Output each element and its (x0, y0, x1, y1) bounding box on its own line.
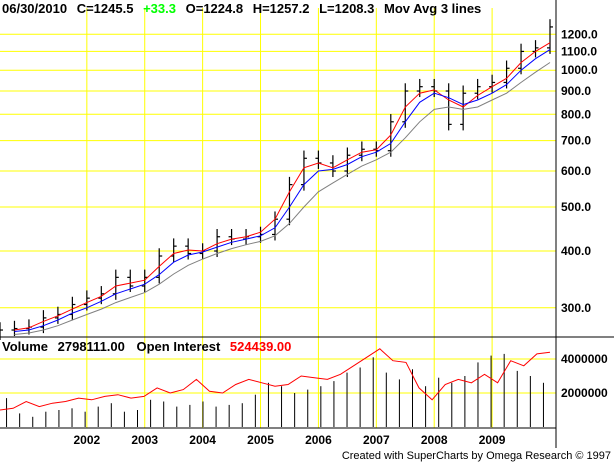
price-tick-label: 600.0 (561, 164, 591, 178)
price-tick-label: 1100.0 (561, 44, 597, 58)
header-change: +33.3 (143, 1, 176, 16)
header-study: Mov Avg 3 lines (384, 1, 481, 16)
volume-panel (0, 348, 551, 427)
price-tick-label: 1200.0 (561, 27, 598, 41)
year-tick-label: 2005 (247, 433, 274, 447)
price-tick-label: 300.0 (561, 301, 591, 315)
header-low: L=1208.3 (319, 1, 374, 16)
ma-fast-line (14, 42, 551, 331)
year-tick-label: 2002 (73, 433, 100, 447)
year-tick-label: 2009 (479, 433, 506, 447)
year-tick-label: 2003 (131, 433, 158, 447)
volume-header: Volume 2798111.00 Open Interest 524439.0… (2, 339, 291, 354)
year-tick-label: 2004 (189, 433, 216, 447)
price-tick-label: 400.0 (561, 244, 591, 258)
price-tick-label: 700.0 (561, 134, 591, 148)
header-close: C=1245.5 (77, 1, 134, 16)
price-tick-label: 1000.0 (561, 63, 598, 77)
volume-tick-label: 2000000 (561, 386, 608, 400)
header-line: 06/30/2010 C=1245.5 +33.3 O=1224.8 H=125… (2, 1, 481, 16)
volume-tick-label: 4000000 (561, 352, 608, 366)
price-axis-labels: 300.0 400.0 500.0 600.0 700.0 800.0 900.0 1000.… (561, 27, 598, 314)
time-axis-labels: 2002 2003 2004 2005 2006 2007 2008 2009 (73, 433, 505, 447)
volume-axis-labels: 2000000 4000000 (561, 352, 608, 400)
year-tick-label: 2007 (363, 433, 390, 447)
grid-lines (0, 8, 556, 428)
header-open: O=1224.8 (186, 1, 243, 16)
oi-value: 524439.00 (230, 339, 291, 354)
year-tick-label: 2006 (305, 433, 332, 447)
volume-label: Volume (2, 339, 48, 354)
open-interest-line (0, 348, 551, 411)
oi-label: Open Interest (137, 339, 221, 354)
price-tick-label: 900.0 (561, 84, 591, 98)
header-high: H=1257.2 (253, 1, 310, 16)
credit-text: Created with SuperCharts by Omega Resear… (342, 450, 611, 462)
ma-slow-line (14, 62, 551, 335)
header-date: 06/30/2010 (2, 1, 67, 16)
price-tick-label: 800.0 (561, 107, 591, 121)
price-panel (0, 19, 553, 341)
year-tick-label: 2008 (421, 433, 448, 447)
volume-value: 2798111.00 (58, 339, 125, 354)
ma-mid-line (14, 49, 551, 332)
price-tick-label: 500.0 (561, 200, 591, 214)
